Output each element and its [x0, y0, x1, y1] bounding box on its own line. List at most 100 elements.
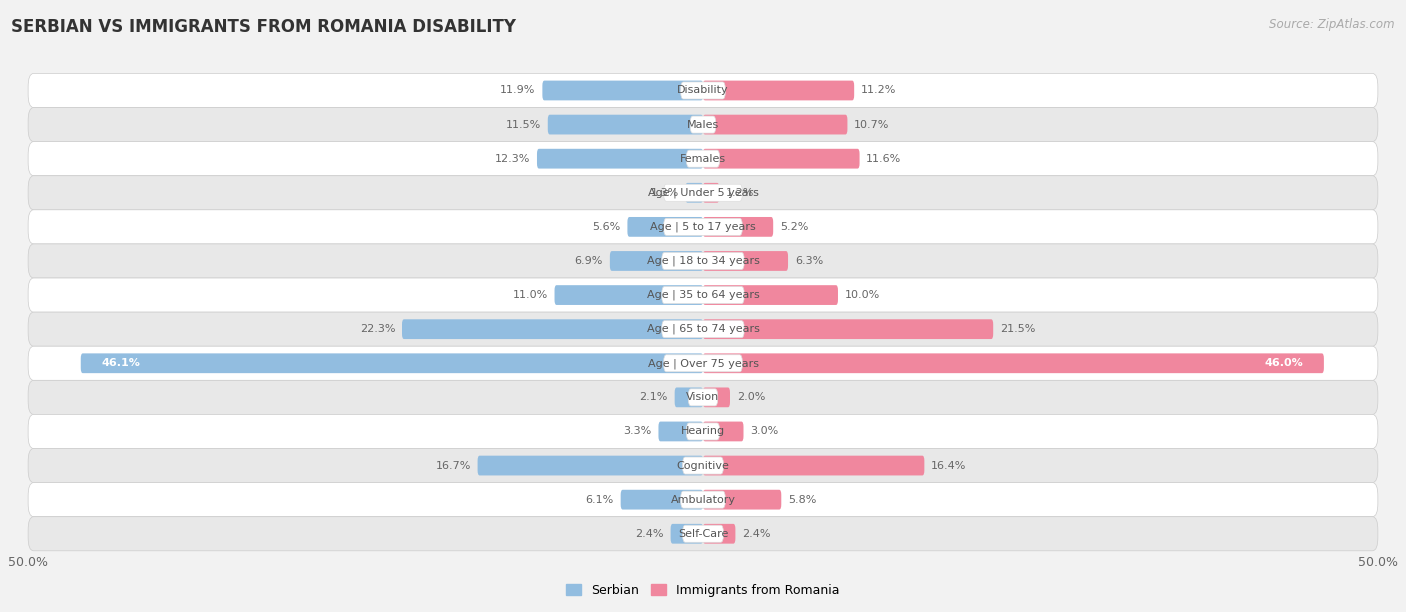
Text: 10.7%: 10.7% — [855, 119, 890, 130]
FancyBboxPatch shape — [662, 252, 744, 269]
FancyBboxPatch shape — [543, 81, 703, 100]
Text: 46.1%: 46.1% — [101, 358, 139, 368]
FancyBboxPatch shape — [703, 217, 773, 237]
FancyBboxPatch shape — [703, 183, 720, 203]
Text: 11.5%: 11.5% — [506, 119, 541, 130]
FancyBboxPatch shape — [28, 517, 1378, 551]
Text: Age | 18 to 34 years: Age | 18 to 34 years — [647, 256, 759, 266]
FancyBboxPatch shape — [703, 387, 730, 407]
Text: 11.2%: 11.2% — [860, 86, 896, 95]
FancyBboxPatch shape — [703, 353, 1324, 373]
Text: 1.2%: 1.2% — [725, 188, 755, 198]
Text: 3.0%: 3.0% — [751, 427, 779, 436]
FancyBboxPatch shape — [671, 524, 703, 543]
Text: 6.9%: 6.9% — [575, 256, 603, 266]
Text: SERBIAN VS IMMIGRANTS FROM ROMANIA DISABILITY: SERBIAN VS IMMIGRANTS FROM ROMANIA DISAB… — [11, 18, 516, 36]
FancyBboxPatch shape — [28, 414, 1378, 449]
FancyBboxPatch shape — [28, 108, 1378, 141]
Text: Source: ZipAtlas.com: Source: ZipAtlas.com — [1270, 18, 1395, 31]
Text: Age | 35 to 64 years: Age | 35 to 64 years — [647, 290, 759, 300]
FancyBboxPatch shape — [28, 483, 1378, 517]
FancyBboxPatch shape — [703, 456, 924, 476]
FancyBboxPatch shape — [658, 422, 703, 441]
Text: 2.4%: 2.4% — [636, 529, 664, 539]
FancyBboxPatch shape — [28, 176, 1378, 210]
FancyBboxPatch shape — [620, 490, 703, 510]
FancyBboxPatch shape — [28, 141, 1378, 176]
FancyBboxPatch shape — [703, 149, 859, 168]
FancyBboxPatch shape — [80, 353, 703, 373]
Text: Age | Under 5 years: Age | Under 5 years — [648, 187, 758, 198]
FancyBboxPatch shape — [537, 149, 703, 168]
FancyBboxPatch shape — [28, 312, 1378, 346]
FancyBboxPatch shape — [675, 387, 703, 407]
FancyBboxPatch shape — [402, 319, 703, 339]
FancyBboxPatch shape — [703, 285, 838, 305]
Text: 11.6%: 11.6% — [866, 154, 901, 163]
FancyBboxPatch shape — [686, 150, 720, 167]
FancyBboxPatch shape — [686, 183, 703, 203]
FancyBboxPatch shape — [664, 218, 742, 236]
FancyBboxPatch shape — [662, 321, 744, 338]
Text: 2.1%: 2.1% — [640, 392, 668, 402]
FancyBboxPatch shape — [28, 244, 1378, 278]
Text: Self-Care: Self-Care — [678, 529, 728, 539]
FancyBboxPatch shape — [28, 278, 1378, 312]
Text: 16.7%: 16.7% — [436, 461, 471, 471]
FancyBboxPatch shape — [28, 73, 1378, 108]
Text: 6.3%: 6.3% — [794, 256, 823, 266]
Text: Age | 65 to 74 years: Age | 65 to 74 years — [647, 324, 759, 334]
FancyBboxPatch shape — [627, 217, 703, 237]
FancyBboxPatch shape — [703, 251, 787, 271]
FancyBboxPatch shape — [548, 114, 703, 135]
FancyBboxPatch shape — [689, 389, 717, 406]
FancyBboxPatch shape — [681, 82, 725, 99]
Text: 11.0%: 11.0% — [513, 290, 548, 300]
Text: Ambulatory: Ambulatory — [671, 494, 735, 505]
FancyBboxPatch shape — [683, 525, 723, 542]
Text: 12.3%: 12.3% — [495, 154, 530, 163]
FancyBboxPatch shape — [703, 319, 993, 339]
Text: Females: Females — [681, 154, 725, 163]
FancyBboxPatch shape — [683, 457, 723, 474]
Text: 5.6%: 5.6% — [592, 222, 620, 232]
Text: 16.4%: 16.4% — [931, 461, 966, 471]
Text: 1.3%: 1.3% — [651, 188, 679, 198]
Text: 5.2%: 5.2% — [780, 222, 808, 232]
Text: 46.0%: 46.0% — [1265, 358, 1303, 368]
Text: Males: Males — [688, 119, 718, 130]
Text: Cognitive: Cognitive — [676, 461, 730, 471]
Text: 11.9%: 11.9% — [501, 86, 536, 95]
FancyBboxPatch shape — [554, 285, 703, 305]
Text: Hearing: Hearing — [681, 427, 725, 436]
FancyBboxPatch shape — [703, 81, 855, 100]
Legend: Serbian, Immigrants from Romania: Serbian, Immigrants from Romania — [561, 579, 845, 602]
FancyBboxPatch shape — [28, 380, 1378, 414]
Text: 3.3%: 3.3% — [623, 427, 652, 436]
FancyBboxPatch shape — [681, 491, 725, 508]
Text: 22.3%: 22.3% — [360, 324, 395, 334]
Text: Vision: Vision — [686, 392, 720, 402]
FancyBboxPatch shape — [28, 210, 1378, 244]
FancyBboxPatch shape — [28, 449, 1378, 483]
Text: Age | 5 to 17 years: Age | 5 to 17 years — [650, 222, 756, 232]
Text: 2.0%: 2.0% — [737, 392, 765, 402]
Text: 6.1%: 6.1% — [586, 494, 614, 505]
FancyBboxPatch shape — [28, 346, 1378, 380]
FancyBboxPatch shape — [703, 422, 744, 441]
FancyBboxPatch shape — [686, 423, 720, 440]
FancyBboxPatch shape — [703, 524, 735, 543]
FancyBboxPatch shape — [703, 490, 782, 510]
FancyBboxPatch shape — [478, 456, 703, 476]
FancyBboxPatch shape — [664, 355, 742, 371]
Text: Age | Over 75 years: Age | Over 75 years — [648, 358, 758, 368]
FancyBboxPatch shape — [690, 116, 716, 133]
Text: 5.8%: 5.8% — [787, 494, 817, 505]
Text: Disability: Disability — [678, 86, 728, 95]
FancyBboxPatch shape — [703, 114, 848, 135]
FancyBboxPatch shape — [662, 286, 744, 304]
Text: 10.0%: 10.0% — [845, 290, 880, 300]
FancyBboxPatch shape — [664, 184, 742, 201]
Text: 21.5%: 21.5% — [1000, 324, 1035, 334]
Text: 2.4%: 2.4% — [742, 529, 770, 539]
